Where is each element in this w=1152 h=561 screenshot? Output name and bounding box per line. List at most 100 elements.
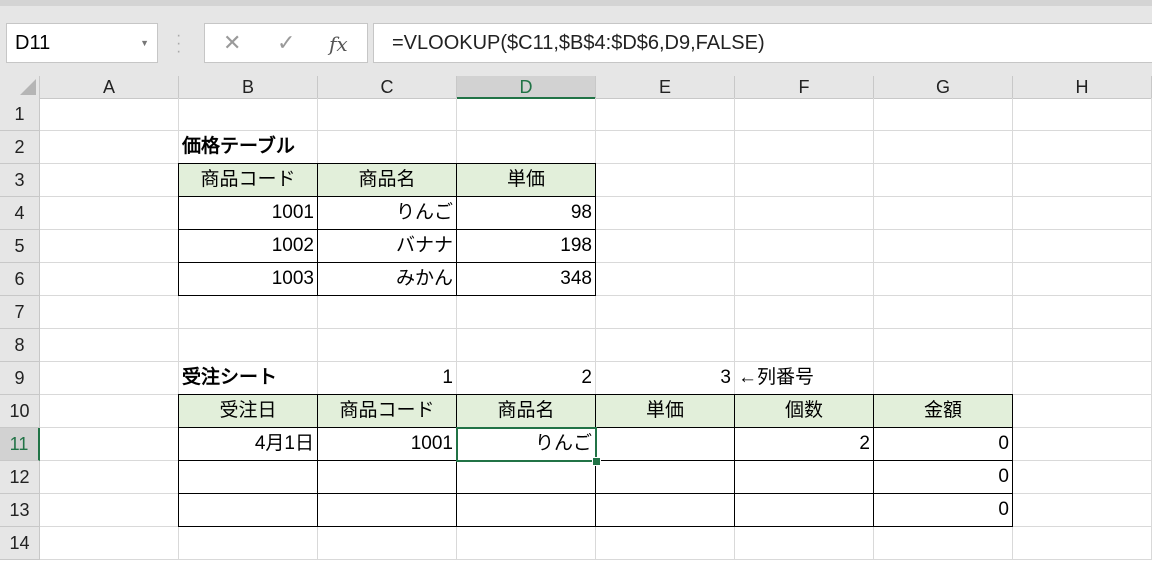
- cell-E1[interactable]: [596, 98, 735, 131]
- cell-H12[interactable]: [1013, 461, 1152, 494]
- cell-G3[interactable]: [874, 164, 1013, 197]
- cell-F14[interactable]: [735, 527, 874, 560]
- cell-F6[interactable]: [735, 263, 874, 296]
- cell-C4[interactable]: りんご: [317, 196, 457, 230]
- row-header-13[interactable]: 13: [0, 494, 40, 527]
- cell-G8[interactable]: [874, 329, 1013, 362]
- cell-C14[interactable]: [318, 527, 457, 560]
- cell-A4[interactable]: [40, 197, 179, 230]
- cell-B8[interactable]: [179, 329, 318, 362]
- cell-H7[interactable]: [1013, 296, 1152, 329]
- cell-A10[interactable]: [40, 395, 179, 428]
- cell-E2[interactable]: [596, 131, 735, 164]
- cell-G5[interactable]: [874, 230, 1013, 263]
- cell-B7[interactable]: [179, 296, 318, 329]
- row-header-11[interactable]: 11: [0, 428, 40, 461]
- cell-G13[interactable]: 0: [873, 493, 1013, 527]
- cell-E8[interactable]: [596, 329, 735, 362]
- cell-C9[interactable]: 1: [318, 362, 457, 395]
- cell-B6[interactable]: 1003: [178, 262, 318, 296]
- cell-E3[interactable]: [596, 164, 735, 197]
- cell-A13[interactable]: [40, 494, 179, 527]
- cell-H3[interactable]: [1013, 164, 1152, 197]
- cell-E4[interactable]: [596, 197, 735, 230]
- column-header-E[interactable]: E: [596, 76, 735, 99]
- row-header-5[interactable]: 5: [0, 230, 40, 263]
- cell-D5[interactable]: 198: [456, 229, 596, 263]
- cell-G14[interactable]: [874, 527, 1013, 560]
- cell-D14[interactable]: [457, 527, 596, 560]
- cell-G6[interactable]: [874, 263, 1013, 296]
- cell-H8[interactable]: [1013, 329, 1152, 362]
- row-header-14[interactable]: 14: [0, 527, 40, 560]
- cell-A9[interactable]: [40, 362, 179, 395]
- cell-B11[interactable]: 4月1日: [178, 427, 318, 461]
- cell-E12[interactable]: [595, 460, 735, 494]
- cell-C3[interactable]: 商品名: [317, 163, 457, 197]
- cell-G12[interactable]: 0: [873, 460, 1013, 494]
- cell-G2[interactable]: [874, 131, 1013, 164]
- cell-G11[interactable]: 0: [873, 427, 1013, 461]
- cell-H13[interactable]: [1013, 494, 1152, 527]
- cell-G1[interactable]: [874, 98, 1013, 131]
- cell-B12[interactable]: [178, 460, 318, 494]
- enter-icon[interactable]: ✓: [277, 30, 296, 55]
- cancel-icon[interactable]: ✕: [223, 30, 242, 55]
- cell-D3[interactable]: 単価: [456, 163, 596, 197]
- cell-B3[interactable]: 商品コード: [178, 163, 318, 197]
- cell-E13[interactable]: [595, 493, 735, 527]
- cell-G4[interactable]: [874, 197, 1013, 230]
- cell-H1[interactable]: [1013, 98, 1152, 131]
- cell-D6[interactable]: 348: [456, 262, 596, 296]
- cell-C5[interactable]: バナナ: [317, 229, 457, 263]
- cell-D7[interactable]: [457, 296, 596, 329]
- cell-C7[interactable]: [318, 296, 457, 329]
- cell-C10[interactable]: 商品コード: [317, 394, 457, 428]
- cell-A7[interactable]: [40, 296, 179, 329]
- cell-E5[interactable]: [596, 230, 735, 263]
- cell-F2[interactable]: [735, 131, 874, 164]
- cell-E11[interactable]: [595, 427, 735, 461]
- column-header-G[interactable]: G: [874, 76, 1013, 99]
- cell-B5[interactable]: 1002: [178, 229, 318, 263]
- cell-D2[interactable]: [457, 131, 596, 164]
- column-header-A[interactable]: A: [40, 76, 179, 99]
- column-header-D[interactable]: D: [457, 76, 596, 99]
- column-header-F[interactable]: F: [735, 76, 874, 99]
- cell-F11[interactable]: 2: [734, 427, 874, 461]
- cell-A6[interactable]: [40, 263, 179, 296]
- cell-G10[interactable]: 金額: [873, 394, 1013, 428]
- row-header-7[interactable]: 7: [0, 296, 40, 329]
- cell-A11[interactable]: [40, 428, 179, 461]
- select-all-button[interactable]: [0, 76, 40, 99]
- cell-C1[interactable]: [318, 98, 457, 131]
- column-header-B[interactable]: B: [179, 76, 318, 99]
- cell-A1[interactable]: [40, 98, 179, 131]
- cell-D1[interactable]: [457, 98, 596, 131]
- row-header-9[interactable]: 9: [0, 362, 40, 395]
- cell-D8[interactable]: [457, 329, 596, 362]
- cell-F3[interactable]: [735, 164, 874, 197]
- cell-B1[interactable]: [179, 98, 318, 131]
- cell-B10[interactable]: 受注日: [178, 394, 318, 428]
- formula-input[interactable]: =VLOOKUP($C11,$B$4:$D$6,D9,FALSE): [373, 23, 1152, 63]
- cell-C12[interactable]: [317, 460, 457, 494]
- cell-A5[interactable]: [40, 230, 179, 263]
- cell-B14[interactable]: [179, 527, 318, 560]
- cell-A14[interactable]: [40, 527, 179, 560]
- cell-E9[interactable]: 3: [596, 362, 735, 395]
- chevron-down-icon[interactable]: ▼: [140, 38, 149, 48]
- cell-G9[interactable]: [874, 362, 1013, 395]
- cell-B9[interactable]: 受注シート: [179, 362, 318, 395]
- cell-H9[interactable]: [1013, 362, 1152, 395]
- cell-E7[interactable]: [596, 296, 735, 329]
- row-header-1[interactable]: 1: [0, 98, 40, 131]
- cell-A2[interactable]: [40, 131, 179, 164]
- cell-A3[interactable]: [40, 164, 179, 197]
- cell-F8[interactable]: [735, 329, 874, 362]
- cell-E14[interactable]: [596, 527, 735, 560]
- cell-H10[interactable]: [1013, 395, 1152, 428]
- row-header-2[interactable]: 2: [0, 131, 40, 164]
- cell-B2[interactable]: 価格テーブル: [179, 131, 318, 164]
- row-header-6[interactable]: 6: [0, 263, 40, 296]
